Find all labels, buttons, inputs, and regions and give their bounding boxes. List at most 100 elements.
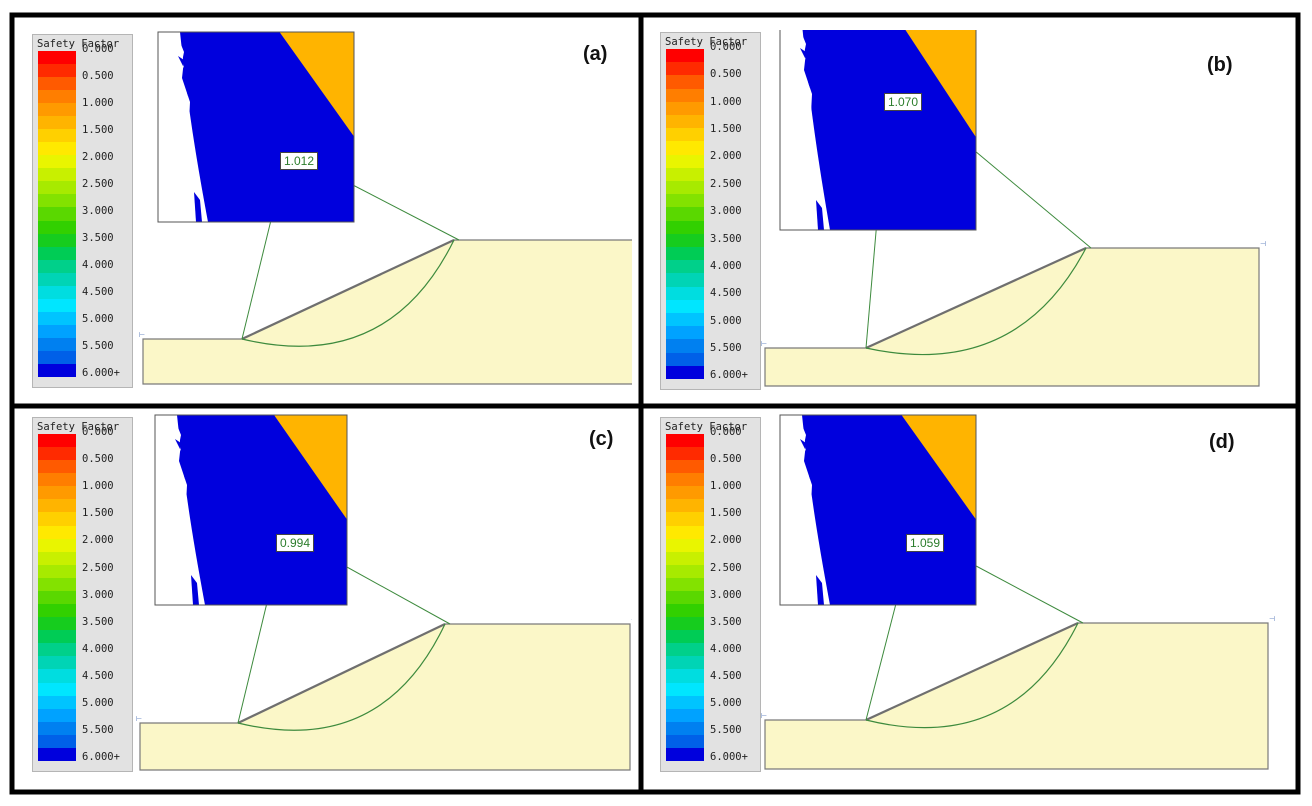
legend-swatch (38, 233, 76, 248)
legend-swatch (666, 643, 704, 657)
legend-swatch (666, 473, 704, 487)
legend-swatch (38, 434, 76, 448)
legend-swatch (38, 447, 76, 461)
legend-swatch (666, 499, 704, 513)
legend-swatch (666, 486, 704, 500)
contour-inset (780, 415, 976, 605)
legend-label: 0.000 (710, 41, 742, 53)
legend-label: 2.000 (82, 534, 114, 547)
safety-factor-value: 1.070 (884, 93, 923, 111)
legend-swatch (666, 577, 704, 592)
legend-label: 3.500 (710, 615, 742, 628)
legend-label: 0.500 (710, 68, 742, 81)
svg-text:⊢: ⊢ (761, 712, 767, 720)
legend-swatch (38, 682, 76, 697)
legend-swatch (38, 77, 76, 91)
legend-swatch (666, 669, 704, 684)
legend-swatch (38, 643, 76, 657)
legend-label: 5.000 (710, 314, 742, 327)
legend-swatch (666, 313, 704, 327)
panel-c: Safety Factor 0.000 0.500 1.000 1.500 2.000 2.… (24, 413, 632, 785)
legend-label: 5.500 (82, 724, 114, 737)
legend-swatch (666, 434, 704, 448)
legend-swatch (666, 181, 704, 195)
legend-swatch (666, 49, 704, 63)
legend-swatch (666, 695, 704, 710)
legend-swatch (38, 311, 76, 326)
legend-swatch (38, 695, 76, 710)
legend-label: 0.500 (710, 453, 742, 466)
legend-swatch (38, 512, 76, 527)
legend-label: 6.000+ (710, 751, 748, 764)
legend-swatch (38, 285, 76, 300)
legend-label: 6.000+ (710, 369, 748, 382)
legend-swatch (38, 747, 76, 762)
legend-swatch (38, 116, 76, 130)
legend-swatch (38, 538, 76, 553)
legend-label: 2.000 (82, 151, 114, 164)
legend-swatch (38, 460, 76, 474)
legend-swatch (38, 90, 76, 104)
legend-label: 2.500 (710, 561, 742, 574)
legend-swatch (666, 630, 704, 644)
legend-swatch (666, 88, 704, 103)
legend-swatch (666, 525, 704, 540)
legend-swatch (38, 721, 76, 736)
legend-swatch (666, 141, 704, 156)
legend-swatch (666, 564, 704, 579)
legend-swatch (666, 260, 704, 274)
panel-label: (b) (1207, 54, 1233, 76)
legend-title: Safety Factor (665, 421, 748, 433)
legend-title: Safety Factor (37, 38, 120, 50)
legend-swatch (666, 617, 704, 631)
slope-face (241, 239, 455, 340)
legend-swatch (666, 352, 704, 367)
svg-text:⊣: ⊣ (631, 616, 632, 624)
legend-label: 2.000 (710, 150, 742, 163)
legend-label: 1.500 (710, 123, 742, 136)
legend-label: 4.500 (82, 670, 114, 683)
legend-swatch (666, 299, 704, 314)
legend-label: 4.500 (710, 287, 742, 300)
legend-swatch (38, 259, 76, 274)
legend-label: 4.000 (82, 259, 114, 272)
legend-swatch (666, 207, 704, 222)
contour-inset (780, 30, 976, 230)
legend-label: 2.500 (82, 561, 114, 574)
legend-swatch (666, 747, 704, 762)
legend-label: 5.000 (710, 697, 742, 710)
legend-label: 5.500 (82, 340, 114, 353)
slope-face (237, 623, 446, 724)
legend-swatch (38, 564, 76, 579)
legend-label: 2.500 (710, 177, 742, 190)
legend-label: 0.000 (82, 43, 114, 55)
legend-label: 5.500 (710, 341, 742, 354)
legend-swatch (38, 246, 76, 261)
safety-factor-legend: Safety Factor 0.000 0.500 1.000 1.500 2.000 2.… (660, 32, 761, 390)
legend-swatch (38, 604, 76, 618)
svg-text:⊢: ⊢ (139, 331, 145, 339)
legend-swatch (666, 447, 704, 461)
legend-swatch (38, 194, 76, 208)
legend-swatch (666, 220, 704, 235)
legend-swatch (38, 220, 76, 235)
safety-factor-legend: Safety Factor 0.000 0.500 1.000 1.500 2.000 2.… (660, 417, 761, 772)
legend-swatch (666, 286, 704, 301)
panel-label: (c) (589, 428, 614, 450)
legend-swatch (38, 324, 76, 339)
legend-swatch (666, 708, 704, 723)
legend-swatch (38, 298, 76, 313)
legend-swatch (666, 734, 704, 749)
legend-label: 5.000 (82, 313, 114, 326)
legend-label: 4.500 (710, 670, 742, 683)
legend-label: 3.500 (82, 232, 114, 245)
legend-swatch (666, 167, 704, 182)
legend-swatch (38, 103, 76, 117)
legend-swatch (38, 142, 76, 156)
legend-swatch (666, 512, 704, 527)
legend-swatch (666, 721, 704, 736)
legend-swatch (38, 577, 76, 592)
panel-d: Safety Factor 0.000 0.500 1.000 1.500 2.000 2.… (652, 413, 1282, 785)
legend-swatch (38, 669, 76, 684)
